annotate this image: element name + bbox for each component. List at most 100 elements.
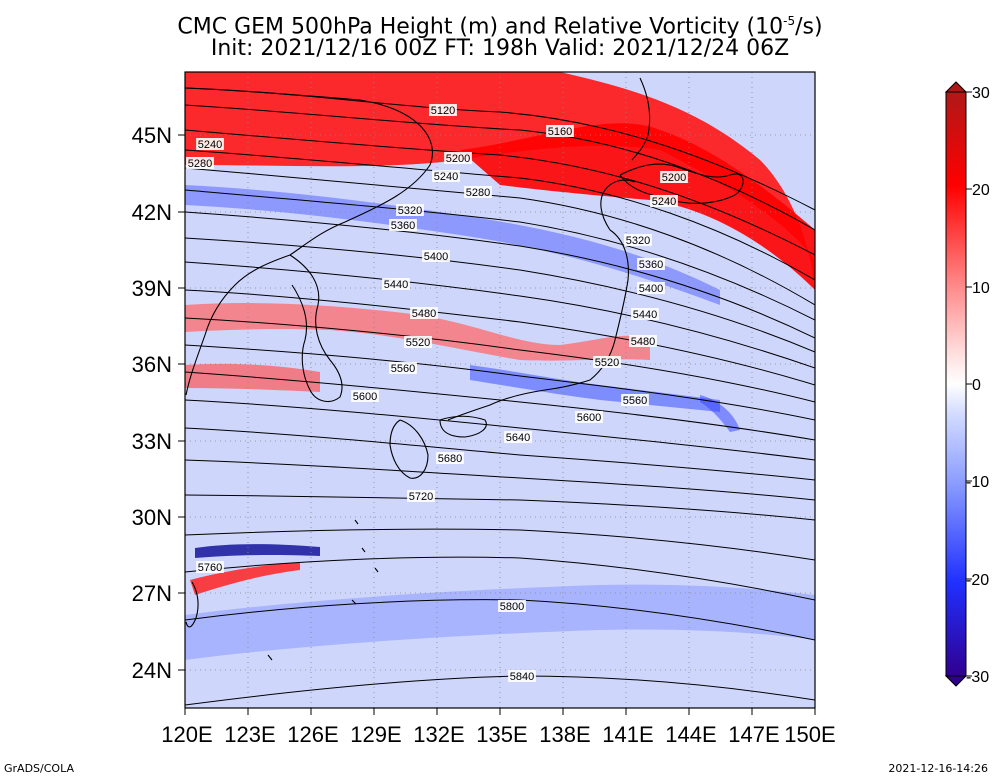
colorbar-bottom-arrow	[944, 675, 968, 687]
lon-tick-label: 123E	[224, 722, 275, 747]
lon-tick-label: 147E	[728, 722, 779, 747]
contour-label-box	[429, 104, 457, 116]
contour-label-box	[186, 157, 214, 169]
vorticity-band-42n-blue	[185, 185, 720, 305]
lon-tick-label: 126E	[287, 722, 338, 747]
contour-label: 5560	[391, 363, 415, 375]
colorbar-tick-label: 30	[972, 85, 990, 102]
contour-label-box	[593, 356, 621, 368]
contour-label: 5160	[548, 126, 572, 138]
coast-taiwan	[185, 581, 199, 628]
contour-label: 5200	[662, 172, 686, 184]
contour-label-box	[546, 125, 574, 137]
lat-tick-label: 39N	[132, 276, 172, 301]
contour-label: 5600	[353, 391, 377, 403]
contour-label-box	[631, 308, 659, 320]
contour-label: 5360	[639, 259, 663, 271]
colorbar-ramp	[945, 91, 967, 677]
contour-label: 5240	[434, 171, 458, 183]
vorticity-band-37n-red	[185, 303, 650, 361]
vorticity-band-jet-red	[460, 123, 815, 290]
latitude-axis	[178, 134, 185, 671]
colorbar: 30 20 10 0 -10 -20 -30	[944, 81, 990, 687]
contour-label-box	[504, 431, 532, 443]
coast-kyushu	[389, 419, 429, 479]
contour-label: 5480	[412, 308, 436, 320]
contour-label-box	[498, 600, 526, 612]
contour-label-box	[389, 362, 417, 374]
contour-label-box	[621, 394, 649, 406]
contour-label: 5120	[431, 105, 455, 117]
coast-japan-honshu	[447, 229, 629, 421]
contour-label-box	[650, 195, 678, 207]
contour-label: 5400	[424, 251, 448, 263]
vorticity-band-28n-dark	[195, 544, 320, 558]
contour-label: 5200	[446, 153, 470, 165]
contour-label-box	[407, 490, 435, 502]
coast-asia-mainland	[185, 87, 434, 396]
lat-tick-label: 33N	[132, 429, 172, 454]
colorbar-tick-label: 20	[972, 182, 990, 199]
lat-tick-label: 27N	[132, 581, 172, 606]
lon-tick-label: 135E	[476, 722, 527, 747]
contour-label-box	[464, 186, 492, 198]
coast-shikoku	[439, 415, 487, 438]
contour-labels: 5120 5160 5200 5200 5240 5240 5240 5280 5280 5320…	[186, 104, 688, 683]
contour-label: 5680	[438, 453, 462, 465]
contour-label-box	[575, 411, 603, 423]
colorbar-tick-label: -10	[966, 474, 989, 491]
contour-label: 5440	[633, 309, 657, 321]
footer-credit: GrADS/COLA	[4, 762, 74, 775]
contour-label-box	[422, 250, 450, 262]
longitude-axis	[184, 708, 816, 715]
footer-timestamp: 2021-12-16-14:26	[888, 762, 988, 775]
contour-label: 5280	[188, 158, 212, 170]
chart-subtitle: Init: 2021/12/16 00Z FT: 198h Valid: 202…	[210, 36, 790, 61]
lat-tick-label: 36N	[132, 352, 172, 377]
contour-label: 5480	[631, 336, 655, 348]
colorbar-tick-label: 0	[972, 377, 981, 394]
vorticity-band-north-positive	[185, 72, 815, 290]
contour-label-box	[637, 282, 665, 294]
lon-tick-label: 141E	[602, 722, 653, 747]
contour-label-box	[637, 258, 665, 270]
contour-label-box	[410, 307, 438, 319]
contour-label: 5640	[506, 432, 530, 444]
lon-tick-label: 129E	[350, 722, 401, 747]
contour-label: 5320	[626, 235, 650, 247]
contour-label-box	[196, 138, 224, 150]
contour-label-box	[444, 152, 472, 164]
coast-ryukyu	[267, 519, 379, 661]
contour-label: 5560	[623, 395, 647, 407]
contour-label: 5600	[577, 412, 601, 424]
contour-label-box	[351, 390, 379, 402]
contour-label: 5360	[391, 220, 415, 232]
lat-tick-label: 45N	[132, 123, 172, 148]
vorticity-band-36n-blue	[470, 365, 720, 412]
contour-label-box	[196, 561, 224, 573]
contour-label-box	[660, 171, 688, 183]
coast-korea	[289, 254, 343, 403]
contour-label: 5400	[639, 283, 663, 295]
vorticity-band-east-blue	[700, 395, 740, 432]
contour-label: 5440	[384, 279, 408, 291]
contour-label-box	[389, 219, 417, 231]
colorbar-tick-label: -20	[966, 572, 989, 589]
title-superscript: -5	[783, 14, 796, 28]
contour-label-box	[404, 336, 432, 348]
lon-tick-label: 138E	[539, 722, 590, 747]
contour-label-box	[396, 204, 424, 216]
lon-tick-label: 120E	[161, 722, 212, 747]
contour-label: 5240	[652, 196, 676, 208]
lon-tick-label: 144E	[665, 722, 716, 747]
contour-label: 5520	[406, 337, 430, 349]
contour-label: 5720	[409, 491, 433, 503]
coast-japan-north	[600, 179, 636, 231]
colorbar-top-arrow	[944, 81, 968, 93]
contour-label-box	[432, 170, 460, 182]
contour-label: 5840	[510, 671, 534, 683]
contour-label: 5280	[466, 187, 490, 199]
title-units: /s)	[795, 14, 823, 40]
vorticity-band-35n-red	[185, 363, 320, 392]
